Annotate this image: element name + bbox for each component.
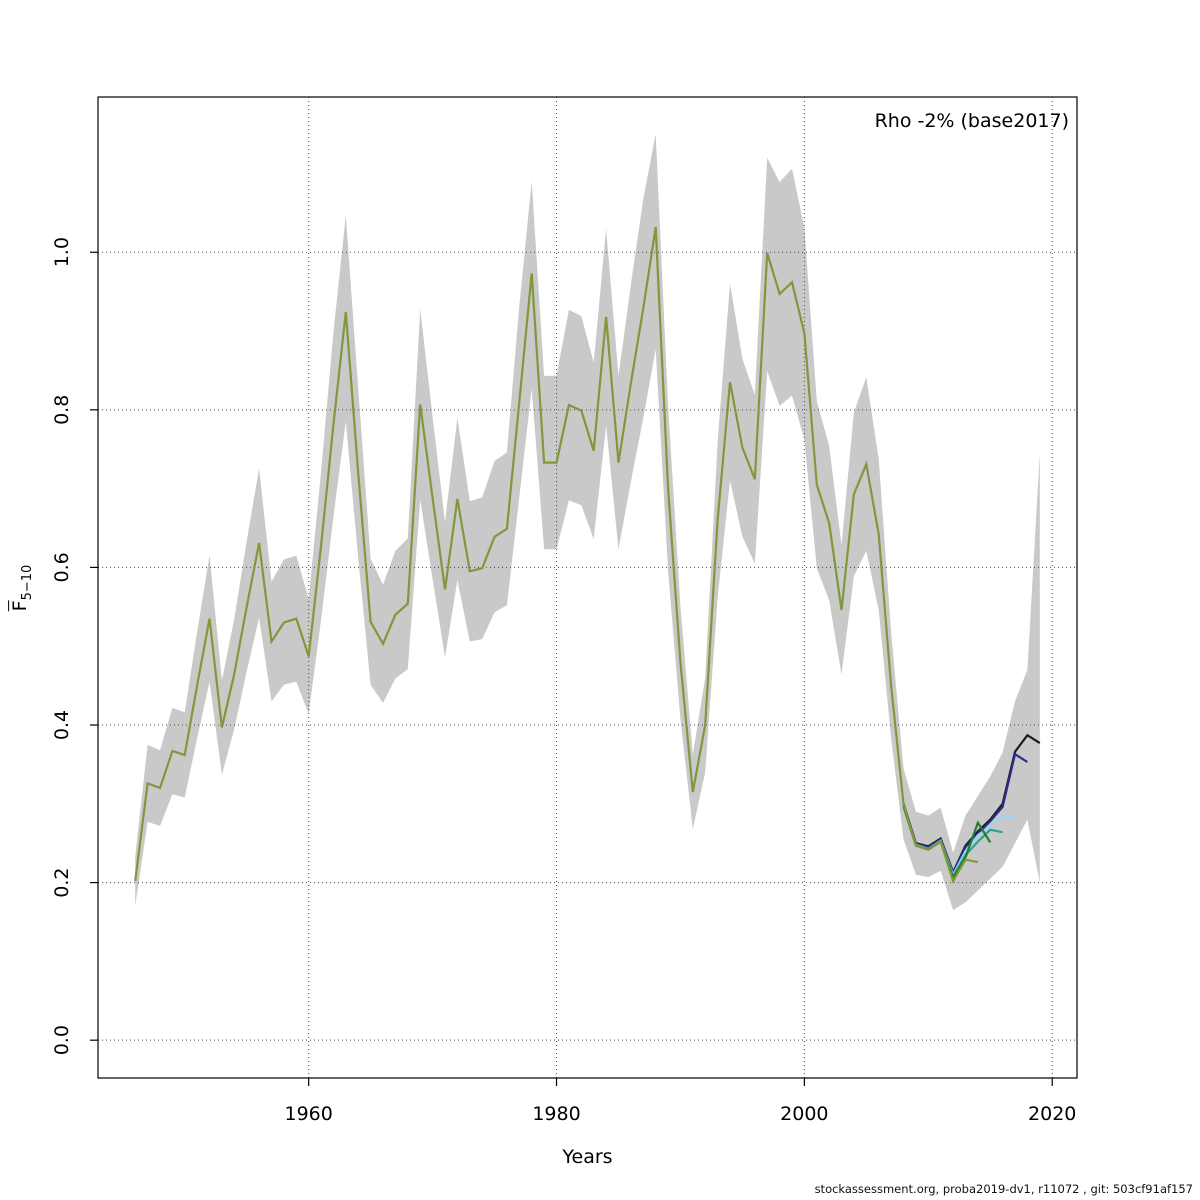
series-main-estimate-base2017 (134, 226, 979, 884)
footer-attribution: stockassessment.org, proba2019-dv1, r110… (814, 1182, 1193, 1196)
y-tick-label: 0.6 (51, 552, 73, 582)
series-retro-peel-2018 (902, 752, 1028, 876)
y-tick-label: 1.0 (51, 237, 73, 267)
plot-frame (97, 96, 1078, 1079)
y-axis-label-subscript: 5−10 (19, 564, 35, 601)
x-tick-label: 2000 (780, 1103, 828, 1125)
y-axis-label-symbol: F (9, 600, 32, 612)
y-axis-label: F5−10 (9, 565, 35, 612)
y-tick-label: 0.4 (51, 710, 73, 740)
x-tick-label: 1960 (284, 1103, 332, 1125)
y-tick-label: 0.2 (51, 867, 73, 897)
x-tick-label: 2020 (1028, 1103, 1076, 1125)
y-tick-label: 0.8 (51, 395, 73, 425)
chart-title: Rho -2% (base2017) (874, 110, 1069, 132)
x-axis-label: Years (562, 1146, 613, 1168)
y-tick-label: 0.0 (51, 1025, 73, 1055)
x-tick-label: 1980 (532, 1103, 580, 1125)
confidence-band (135, 134, 1040, 911)
